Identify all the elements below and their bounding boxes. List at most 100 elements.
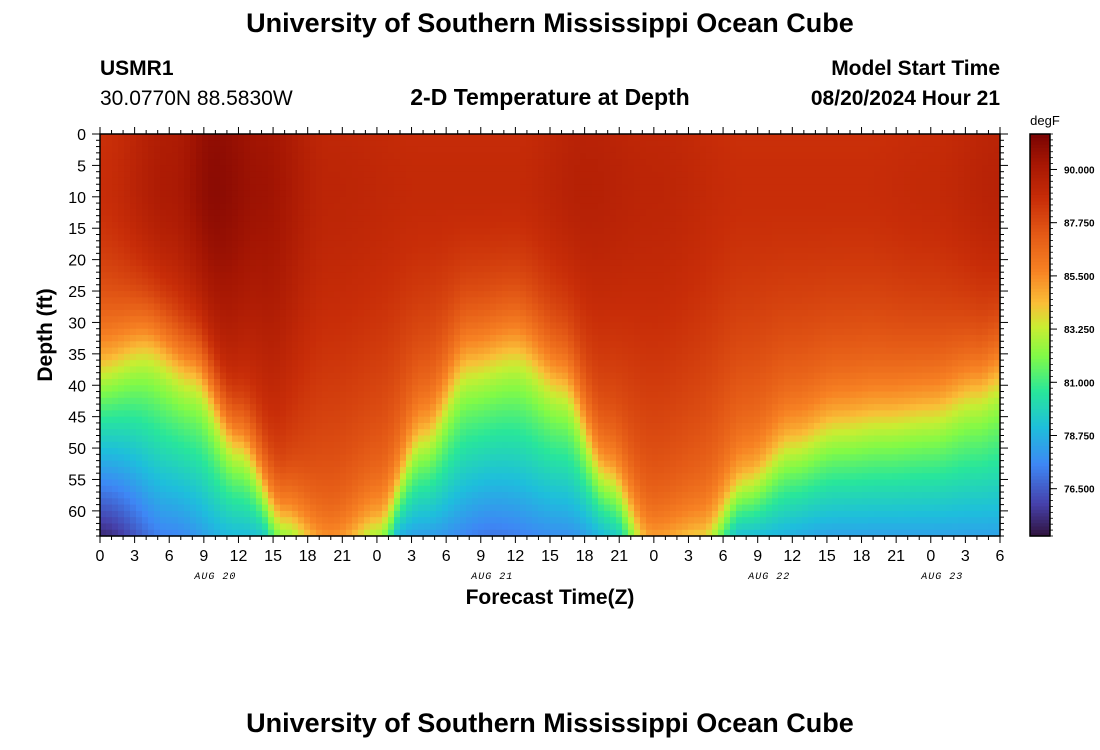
- heatmap-cell: [184, 517, 191, 525]
- heatmap-cell: [394, 134, 401, 141]
- heatmap-cell: [250, 209, 257, 217]
- heatmap-cell: [430, 259, 437, 267]
- heatmap-cell: [226, 466, 233, 474]
- heatmap-cell: [250, 422, 257, 430]
- heatmap-cell: [448, 159, 455, 167]
- heatmap-cell: [430, 146, 437, 154]
- heatmap-cell: [262, 378, 269, 386]
- heatmap-cell: [364, 385, 371, 393]
- heatmap-cell: [316, 366, 323, 374]
- heatmap-cell: [118, 196, 125, 204]
- heatmap-cell: [244, 523, 251, 531]
- heatmap-cell: [178, 504, 185, 512]
- heatmap-cell: [376, 335, 383, 342]
- heatmap-cell: [124, 385, 131, 393]
- heatmap-cell: [556, 441, 563, 449]
- heatmap-cell: [532, 492, 539, 499]
- heatmap-cell: [370, 353, 377, 361]
- heatmap-cell: [514, 297, 521, 305]
- heatmap-cell: [418, 523, 425, 531]
- heatmap-cell: [418, 378, 425, 386]
- heatmap-cell: [196, 460, 203, 468]
- heatmap-cell: [406, 184, 413, 192]
- heatmap-cell: [376, 134, 383, 141]
- heatmap-cell: [514, 335, 521, 342]
- heatmap-cell: [490, 291, 497, 298]
- heatmap-cell: [274, 215, 281, 223]
- heatmap-cell: [118, 366, 125, 374]
- heatmap-cell: [106, 378, 113, 386]
- heatmap-cell: [214, 272, 221, 280]
- heatmap-cell: [526, 196, 533, 204]
- heatmap-cell: [436, 441, 443, 449]
- heatmap-cell: [268, 385, 275, 393]
- heatmap-cell: [220, 209, 227, 217]
- heatmap-cell: [430, 360, 437, 368]
- heatmap-cell: [304, 278, 311, 286]
- heatmap-cell: [292, 228, 299, 236]
- heatmap-cell: [232, 429, 239, 437]
- heatmap-cell: [424, 265, 431, 273]
- heatmap-cell: [226, 492, 233, 499]
- heatmap-cell: [220, 265, 227, 273]
- heatmap-cell: [154, 272, 161, 280]
- heatmap-cell: [142, 272, 149, 280]
- heatmap-cell: [148, 485, 155, 493]
- heatmap-cell: [496, 196, 503, 204]
- heatmap-cell: [442, 492, 449, 499]
- heatmap-cell: [322, 397, 329, 405]
- heatmap-cell: [262, 134, 269, 141]
- heatmap-cell: [550, 297, 557, 305]
- heatmap-cell: [376, 479, 383, 487]
- heatmap-cell: [484, 435, 491, 443]
- heatmap-cell: [490, 466, 497, 474]
- heatmap-cell: [220, 448, 227, 455]
- heatmap-cell: [490, 410, 497, 418]
- heatmap-cell: [148, 146, 155, 154]
- heatmap-cell: [118, 529, 125, 537]
- heatmap-cell: [322, 366, 329, 374]
- heatmap-cell: [124, 510, 131, 518]
- heatmap-cell: [280, 291, 287, 298]
- heatmap-cell: [340, 278, 347, 286]
- heatmap-cell: [244, 492, 251, 499]
- heatmap-cell: [556, 523, 563, 531]
- heatmap-cell: [496, 473, 503, 481]
- heatmap-cell: [508, 247, 515, 254]
- heatmap-cell: [496, 378, 503, 386]
- heatmap-cell: [430, 309, 437, 317]
- heatmap-cell: [256, 353, 263, 361]
- heatmap-cell: [292, 485, 299, 493]
- heatmap-cell: [478, 146, 485, 154]
- heatmap-cell: [328, 473, 335, 481]
- heatmap-cell: [562, 309, 569, 317]
- heatmap-cell: [538, 448, 545, 455]
- heatmap-cell: [304, 341, 311, 349]
- heatmap-cell: [154, 303, 161, 311]
- heatmap-cell: [118, 134, 125, 141]
- heatmap-cell: [532, 152, 539, 160]
- heatmap-cell: [262, 335, 269, 342]
- heatmap-cell: [148, 504, 155, 512]
- heatmap-cell: [556, 146, 563, 154]
- heatmap-cell: [172, 391, 179, 399]
- heatmap-cell: [286, 517, 293, 525]
- heatmap-cell: [508, 165, 515, 173]
- heatmap-cell: [442, 291, 449, 298]
- heatmap-cell: [202, 498, 209, 506]
- heatmap-cell: [136, 196, 143, 204]
- heatmap-cell: [430, 221, 437, 229]
- heatmap-cell: [190, 429, 197, 437]
- heatmap-cell: [256, 498, 263, 506]
- heatmap-cell: [118, 278, 125, 286]
- heatmap-cell: [268, 454, 275, 462]
- heatmap-cell: [160, 435, 167, 443]
- heatmap-cell: [304, 247, 311, 254]
- heatmap-cell: [508, 284, 515, 292]
- heatmap-cell: [496, 159, 503, 167]
- heatmap-cell: [412, 322, 419, 330]
- heatmap-cell: [526, 435, 533, 443]
- heatmap-cell: [550, 372, 557, 380]
- heatmap-cell: [448, 140, 455, 148]
- heatmap-cell: [214, 335, 221, 342]
